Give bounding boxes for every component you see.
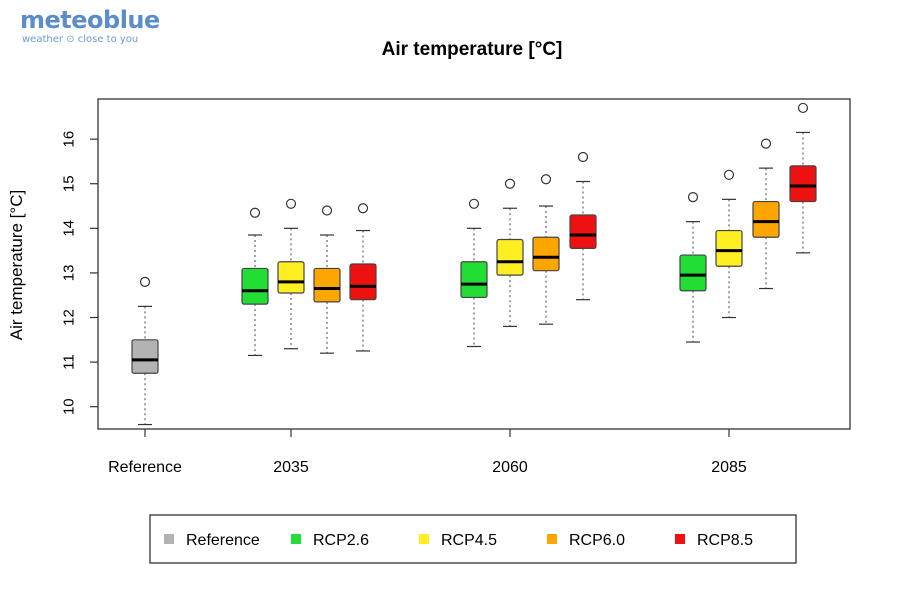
box-2085-RCP2.6	[679, 192, 707, 343]
box-Reference-Reference	[131, 276, 159, 426]
outlier-point	[540, 174, 552, 185]
plot-frame	[97, 98, 851, 430]
box-iqr	[532, 236, 560, 272]
legend-item-RCP8.5: RCP8.5	[675, 532, 753, 549]
y-tick-label: 11	[60, 354, 77, 370]
y-tick-label: 13	[60, 265, 77, 282]
box-iqr	[349, 263, 377, 301]
box-2060-RCP6.0	[532, 174, 560, 325]
box-iqr	[313, 267, 341, 303]
legend-frame	[149, 514, 797, 564]
logo-wordmark: meteoblue	[20, 6, 160, 34]
box-2035-RCP2.6	[241, 207, 269, 357]
y-tick-label: 10	[60, 398, 77, 415]
outlier-point	[504, 178, 516, 189]
meteoblue-logo: meteoblue weather ⊙ close to you	[20, 8, 160, 45]
outlier-point	[139, 276, 151, 287]
box-2060-RCP4.5	[496, 178, 524, 328]
y-axis: 10 11 12 13 14 15 16	[60, 131, 98, 415]
box-iqr	[131, 339, 159, 374]
box-2060-RCP8.5	[569, 151, 597, 301]
x-tick-label: 2035	[273, 459, 309, 476]
box-2035-RCP8.5	[349, 203, 377, 352]
box-iqr	[241, 267, 269, 305]
box-iqr	[752, 200, 780, 238]
outlier-point	[797, 102, 809, 114]
box-2085-RCP4.5	[715, 169, 743, 319]
box-iqr	[496, 238, 524, 276]
box-2085-RCP6.0	[752, 138, 780, 290]
legend-label: RCP4.5	[441, 532, 497, 549]
outlier-point	[357, 203, 369, 214]
outlier-point	[321, 205, 333, 216]
x-tick-label: Reference	[108, 459, 182, 476]
y-tick-label: 12	[60, 309, 77, 326]
y-axis-label: Air temperature [°C]	[7, 190, 26, 340]
outlier-point	[760, 138, 772, 149]
legend-label: RCP6.0	[569, 532, 625, 549]
legend-label: RCP8.5	[697, 532, 753, 549]
y-tick-label: 16	[60, 131, 77, 148]
outlier-point	[249, 207, 261, 218]
outlier-point	[577, 151, 589, 163]
box-2060-RCP2.6	[460, 198, 488, 348]
box-iqr	[460, 261, 488, 299]
box-2035-RCP4.5	[277, 198, 305, 350]
legend-swatch	[291, 534, 301, 544]
box-iqr	[789, 165, 817, 203]
y-tick-label: 14	[60, 220, 77, 237]
legend-swatch	[547, 534, 557, 544]
box-series	[131, 102, 817, 426]
box-2035-RCP6.0	[313, 205, 341, 354]
outlier-point	[723, 169, 735, 180]
logo-tagline: weather ⊙ close to you	[22, 34, 139, 45]
box-2085-RCP8.5	[789, 102, 817, 254]
legend: Reference RCP2.6 RCP4.5 RCP6.0 RCP8.5	[149, 514, 797, 564]
legend-item-Reference: Reference	[164, 532, 260, 549]
chart-title: Air temperature [°C]	[382, 39, 563, 60]
legend-swatch	[164, 534, 174, 544]
box-iqr	[679, 254, 707, 292]
legend-label: RCP2.6	[313, 532, 369, 549]
x-axis: Reference 2035 2060 2085	[108, 429, 747, 476]
legend-item-RCP4.5: RCP4.5	[419, 532, 497, 549]
legend-item-RCP2.6: RCP2.6	[291, 532, 369, 549]
box-iqr	[277, 261, 305, 294]
outlier-point	[285, 198, 297, 209]
box-iqr	[569, 214, 597, 249]
legend-swatch	[675, 534, 685, 544]
x-tick-label: 2060	[492, 459, 528, 476]
x-tick-label: 2085	[711, 459, 747, 476]
y-tick-label: 15	[60, 175, 77, 192]
legend-item-RCP6.0: RCP6.0	[547, 532, 625, 549]
legend-label: Reference	[186, 532, 260, 549]
box-iqr	[715, 229, 743, 267]
outlier-point	[468, 198, 480, 209]
outlier-point	[687, 192, 699, 203]
legend-swatch	[419, 534, 429, 544]
